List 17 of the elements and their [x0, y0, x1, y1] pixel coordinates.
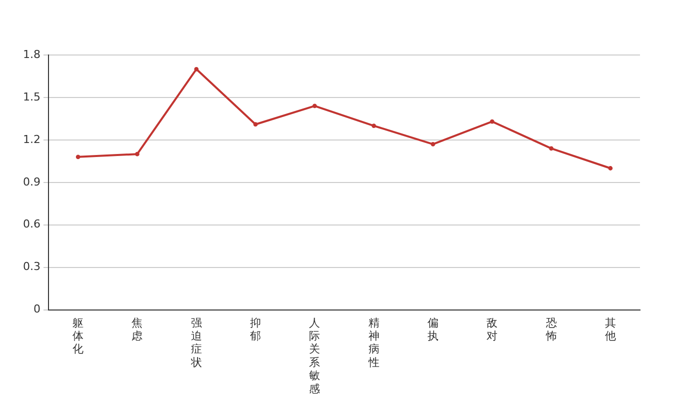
x-tick-label: 偏执: [427, 316, 438, 342]
y-tick-label: 0.3: [22, 260, 40, 274]
y-tick-label: 0.6: [22, 218, 40, 231]
x-tick-label: 恐怖: [544, 316, 557, 342]
x-tick-label: 躯体化: [72, 316, 84, 356]
x-tick-label: 其他: [604, 316, 616, 342]
y-tick-label: 1.5: [22, 90, 40, 104]
x-tick-label: 强迫症状: [190, 316, 202, 369]
x-tick-label: 抑郁: [250, 316, 262, 342]
y-tick-label: 1.2: [22, 132, 40, 146]
x-tick-label: 焦虑: [132, 316, 143, 342]
y-tick-label: 0.9: [22, 175, 40, 188]
x-tick-label: 敌对: [486, 316, 498, 342]
x-tick-label: 精神病性: [367, 316, 380, 369]
y-tick-label: 1.8: [22, 48, 40, 61]
y-tick-label: 0: [33, 302, 40, 316]
x-tick-label: 人际关系敏感: [309, 316, 320, 396]
